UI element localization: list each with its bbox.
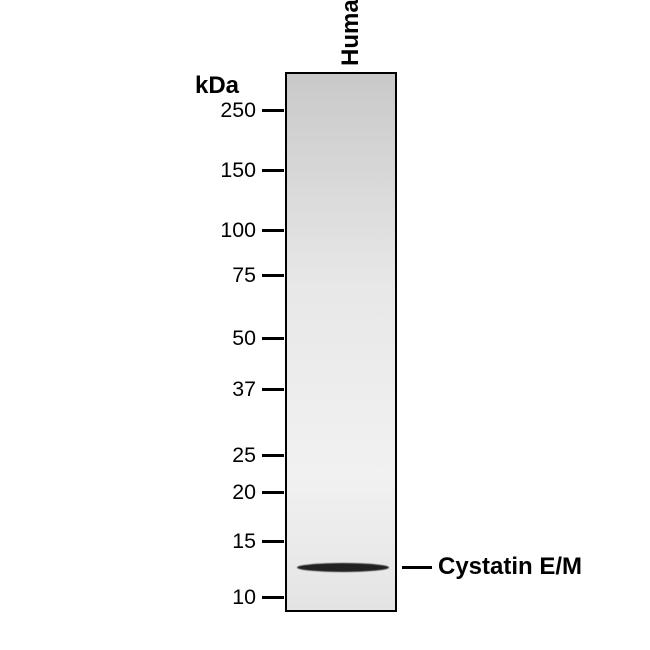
marker-row: 250 — [218, 98, 284, 123]
marker-value: 15 — [218, 529, 256, 554]
marker-row: 50 — [218, 326, 284, 351]
marker-tick — [262, 109, 284, 112]
marker-tick — [262, 337, 284, 340]
marker-row: 75 — [218, 263, 284, 288]
unit-label: kDa — [195, 72, 239, 100]
marker-tick — [262, 169, 284, 172]
protein-band — [297, 563, 389, 572]
lane-header-label: Human Skin — [337, 0, 365, 66]
marker-tick — [262, 454, 284, 457]
marker-value: 100 — [218, 218, 256, 243]
marker-value: 75 — [218, 263, 256, 288]
marker-tick — [262, 491, 284, 494]
marker-value: 250 — [218, 98, 256, 123]
figure-canvas: Human Skin kDa 250 150 100 75 50 37 25 20 15 10 C… — [0, 0, 650, 650]
marker-value: 20 — [218, 480, 256, 505]
marker-tick — [262, 388, 284, 391]
marker-tick — [262, 596, 284, 599]
marker-tick — [262, 540, 284, 543]
marker-row: 10 — [218, 585, 284, 610]
marker-value: 10 — [218, 585, 256, 610]
marker-row: 37 — [218, 377, 284, 402]
marker-value: 25 — [218, 443, 256, 468]
marker-row: 25 — [218, 443, 284, 468]
band-annotation: Cystatin E/M — [402, 553, 582, 581]
marker-row: 15 — [218, 529, 284, 554]
blot-lane-background — [287, 74, 395, 610]
marker-tick — [262, 274, 284, 277]
marker-row: 150 — [218, 158, 284, 183]
band-annotation-text: Cystatin E/M — [438, 553, 582, 581]
marker-value: 37 — [218, 377, 256, 402]
blot-lane — [285, 72, 397, 612]
marker-value: 50 — [218, 326, 256, 351]
marker-row: 20 — [218, 480, 284, 505]
marker-value: 150 — [218, 158, 256, 183]
marker-row: 100 — [218, 218, 284, 243]
marker-tick — [262, 229, 284, 232]
band-annotation-tick — [402, 566, 432, 569]
